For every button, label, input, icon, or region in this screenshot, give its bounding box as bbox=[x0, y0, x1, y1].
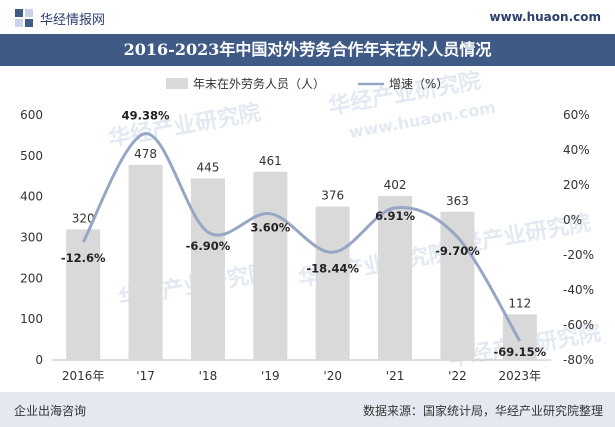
growth-value-label: -12.6% bbox=[61, 251, 106, 265]
growth-value-label: -18.44% bbox=[306, 261, 359, 275]
growth-value-label: -6.90% bbox=[186, 239, 231, 253]
watermark-text: 华经产业研究院 bbox=[107, 100, 263, 152]
y-left-tick-label: 400 bbox=[20, 190, 43, 204]
bar-value-label: 363 bbox=[446, 194, 469, 208]
bar bbox=[66, 229, 101, 360]
x-tick-label: 2023年 bbox=[499, 369, 542, 383]
y-right-tick-label: 20% bbox=[563, 178, 590, 192]
growth-line bbox=[81, 132, 522, 342]
line-series bbox=[81, 132, 522, 342]
bar-labels: 320 478 445 461 376 402 363 112 bbox=[72, 147, 532, 310]
bar-value-label: 478 bbox=[134, 147, 157, 161]
footer: 企业出海咨询 数据来源：国家统计局，华经产业研究院整理 bbox=[0, 392, 615, 427]
legend-bar-swatch bbox=[166, 78, 188, 89]
y-left-tick-label: 0 bbox=[35, 353, 43, 367]
bar-value-label: 112 bbox=[508, 296, 531, 310]
bar-value-label: 461 bbox=[259, 154, 282, 168]
huajing-logo-icon bbox=[15, 9, 33, 27]
x-tick-label: '17 bbox=[136, 369, 155, 383]
chart-area: 华经产业研究院华经产业研究院华经产业研究院华经产业研究院华经产业研究院华经产业研… bbox=[20, 68, 603, 383]
bar-value-label: 402 bbox=[384, 178, 407, 192]
y-left-tick-label: 200 bbox=[20, 271, 43, 285]
growth-value-label: 3.60% bbox=[250, 221, 290, 235]
bar bbox=[128, 164, 163, 360]
y-right-tick-label: 60% bbox=[563, 108, 590, 122]
bar bbox=[315, 206, 350, 360]
y-right-tick-label: -40% bbox=[563, 283, 594, 297]
y-left-tick-label: 500 bbox=[20, 149, 43, 163]
x-axis: 2016年 '17 '18 '19 '20 '21 '22 2023年 bbox=[62, 369, 541, 383]
bar-value-label: 445 bbox=[196, 160, 219, 174]
site-url[interactable]: www.huaon.com bbox=[489, 10, 601, 24]
chart-title: 2016-2023年中国对外劳务合作年末在外人员情况 bbox=[123, 40, 492, 59]
top-bar: 华经情报网 www.huaon.com bbox=[0, 0, 615, 34]
y-right-tick-label: -80% bbox=[563, 353, 594, 367]
bar bbox=[253, 171, 288, 360]
y-right-tick-label: 40% bbox=[563, 143, 590, 157]
growth-value-label: 49.38% bbox=[122, 109, 170, 123]
y-left-tick-label: 300 bbox=[20, 231, 43, 245]
y-right-axis: -80% -60% -40% -20% 0% 20% 40% 60% bbox=[563, 108, 594, 367]
growth-value-label: -69.15% bbox=[493, 345, 546, 359]
legend: 年末在外劳务人员（人） 增速（%） bbox=[166, 76, 448, 91]
x-tick-label: '18 bbox=[199, 369, 218, 383]
bar-value-label: 376 bbox=[321, 188, 344, 202]
y-right-tick-label: 0% bbox=[563, 213, 582, 227]
growth-value-label: 6.91% bbox=[375, 209, 415, 223]
bar bbox=[378, 195, 413, 360]
legend-bar-label: 年末在外劳务人员（人） bbox=[193, 76, 325, 91]
bar-series bbox=[66, 164, 537, 360]
bar bbox=[190, 178, 225, 360]
x-tick-label: '20 bbox=[323, 369, 342, 383]
y-right-tick-label: -60% bbox=[563, 318, 594, 332]
title-bar: 2016-2023年中国对外劳务合作年末在外人员情况 bbox=[0, 34, 615, 66]
site-name: 华经情报网 bbox=[40, 13, 106, 28]
y-right-tick-label: -20% bbox=[563, 248, 594, 262]
legend-line-label: 增速（%） bbox=[389, 77, 448, 91]
line-labels: -12.6% 49.38% -6.90% 3.60% -18.44% 6.91% -9.70… bbox=[61, 109, 547, 359]
x-tick-label: '19 bbox=[261, 369, 280, 383]
footer-note: 企业出海咨询 bbox=[14, 404, 87, 418]
data-source: 数据来源：国家统计局，华经产业研究院整理 bbox=[362, 404, 603, 418]
x-tick-label: '22 bbox=[448, 369, 467, 383]
x-tick-label: 2016年 bbox=[62, 369, 105, 383]
y-left-tick-label: 100 bbox=[20, 312, 43, 326]
x-tick-label: '21 bbox=[386, 369, 405, 383]
bar-value-label: 320 bbox=[72, 211, 95, 225]
y-left-axis: 0 100 200 300 400 500 600 bbox=[20, 108, 43, 367]
growth-value-label: -9.70% bbox=[435, 244, 480, 258]
bar bbox=[440, 211, 475, 360]
y-left-tick-label: 600 bbox=[20, 108, 43, 122]
